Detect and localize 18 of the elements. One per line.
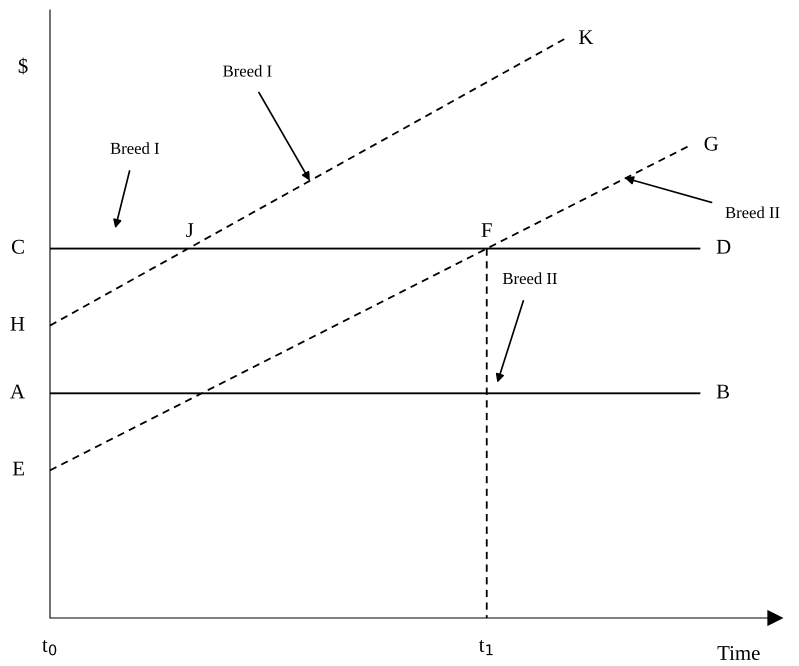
annotation: D <box>716 240 730 254</box>
annotation: A <box>10 384 25 398</box>
annotation: G <box>704 136 718 151</box>
annotation: Breed I <box>110 142 159 154</box>
annotation: Breed II <box>502 272 557 284</box>
annotation: J <box>186 223 194 238</box>
x-axis-title: Time <box>718 646 760 660</box>
annotation: H <box>10 316 24 331</box>
x-tick-label: t$_{1}$ <box>478 640 493 656</box>
annotation: E <box>12 462 24 476</box>
annotation: Breed II <box>725 206 780 218</box>
annotation: Breed I <box>223 64 272 77</box>
annotation: F <box>482 223 492 237</box>
y-axis-title: $ <box>18 58 28 74</box>
annotation: C <box>12 240 24 254</box>
annotation: K <box>578 30 594 44</box>
annotation: B <box>716 384 729 398</box>
x-tick-label: t$_{0}$ <box>42 640 56 656</box>
